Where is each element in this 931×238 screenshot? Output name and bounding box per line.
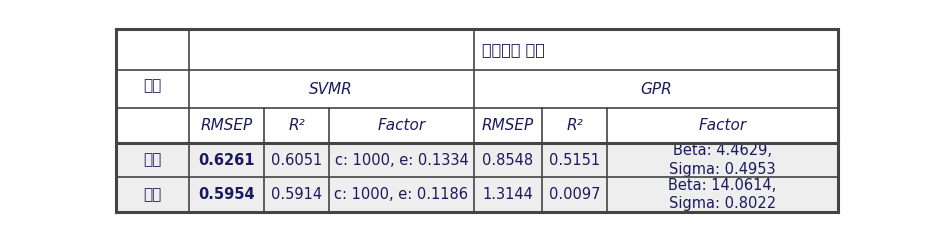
Text: Factor: Factor	[377, 118, 425, 133]
Text: 1.3144: 1.3144	[482, 187, 533, 202]
Text: 0.5151: 0.5151	[549, 153, 600, 168]
Bar	[116, 29, 838, 70]
Text: GPR: GPR	[640, 82, 671, 97]
Text: R²: R²	[289, 118, 305, 133]
Text: 0.6051: 0.6051	[271, 153, 322, 168]
Text: 기계학습 방법: 기계학습 방법	[481, 42, 545, 57]
Text: Factor: Factor	[698, 118, 747, 133]
Text: RMSEP: RMSEP	[200, 118, 252, 133]
Text: 0.8548: 0.8548	[482, 153, 533, 168]
Text: 장수: 장수	[143, 187, 162, 202]
Text: 0.5914: 0.5914	[271, 187, 322, 202]
Text: Beta: 4.4629,
Sigma: 0.4953: Beta: 4.4629, Sigma: 0.4953	[669, 143, 776, 177]
Text: 0.0097: 0.0097	[548, 187, 600, 202]
Text: c: 1000, e: 0.1186: c: 1000, e: 0.1186	[334, 187, 468, 202]
Text: c: 1000, e: 0.1334: c: 1000, e: 0.1334	[334, 153, 468, 168]
Text: 지역: 지역	[143, 78, 162, 93]
Text: R²: R²	[566, 118, 583, 133]
Text: 0.6261: 0.6261	[198, 153, 255, 168]
Bar	[116, 70, 838, 108]
Text: 0.5954: 0.5954	[198, 187, 255, 202]
Bar	[116, 108, 838, 143]
Bar	[116, 143, 838, 177]
Text: SVMR: SVMR	[309, 82, 353, 97]
Text: RMSEP: RMSEP	[481, 118, 533, 133]
Bar	[116, 177, 838, 212]
Text: Beta: 14.0614,
Sigma: 0.8022: Beta: 14.0614, Sigma: 0.8022	[668, 178, 776, 211]
Text: 통합: 통합	[143, 153, 162, 168]
